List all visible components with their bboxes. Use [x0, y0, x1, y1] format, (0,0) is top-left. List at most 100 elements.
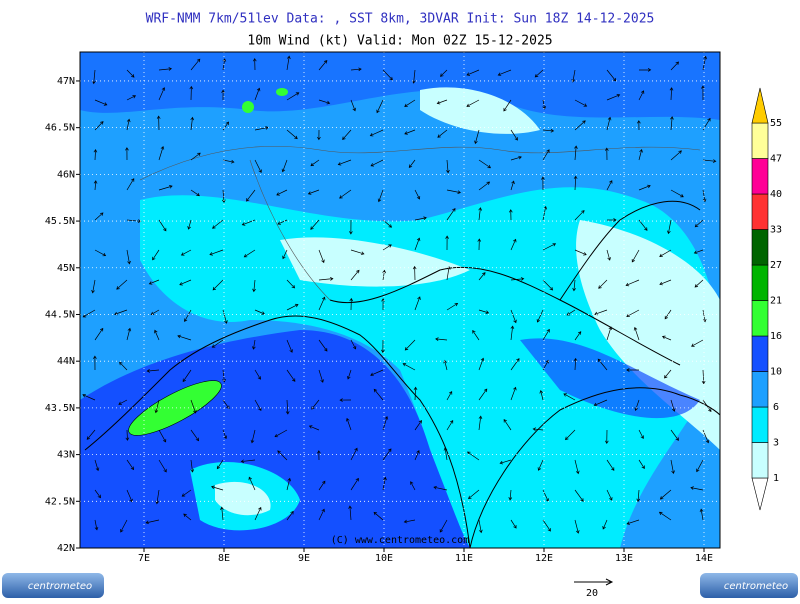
wind-arrow	[542, 279, 554, 291]
wind-arrow	[536, 309, 544, 323]
wind-arrow	[93, 149, 98, 161]
wind-arrow	[414, 216, 427, 221]
wind-arrow	[574, 519, 580, 534]
wind-arrow	[222, 399, 230, 410]
wind-arrow	[499, 459, 512, 465]
wind-arrow	[404, 129, 416, 135]
wind-arrow	[126, 489, 133, 503]
wind-arrow	[606, 116, 612, 131]
colorbar-box	[751, 300, 769, 337]
wind-arrow	[539, 389, 544, 401]
wind-arrow	[342, 129, 352, 141]
wind-arrow	[211, 485, 224, 491]
colorbar-label: 21	[770, 296, 782, 307]
wind-arrow	[254, 159, 262, 174]
wind-arrow	[350, 477, 359, 491]
wind-arrow	[503, 418, 512, 431]
wind-arrow	[350, 447, 358, 461]
wind-arrow	[542, 149, 550, 161]
colorbar-label: 10	[770, 367, 782, 378]
wind-arrow	[606, 180, 613, 191]
wind-arrow	[382, 415, 389, 431]
wind-arrow	[94, 327, 104, 341]
wind-arrow	[376, 99, 384, 114]
wind-arrow	[532, 427, 544, 432]
logo-text: centrometeo	[28, 581, 92, 592]
wind-arrow	[126, 118, 131, 131]
wind-arrow	[94, 459, 100, 472]
wind-arrow	[254, 309, 266, 315]
wind-arrow	[381, 339, 385, 354]
wind-arrow	[404, 99, 416, 107]
colorbar-box	[751, 264, 769, 301]
wind-arrow	[350, 339, 357, 350]
wind-arrow	[478, 207, 483, 221]
wind-arrow	[318, 99, 331, 105]
wind-arrow	[254, 399, 262, 412]
wind-arrow	[414, 419, 422, 431]
wind-arrow	[606, 94, 621, 101]
wind-arrow	[252, 339, 256, 350]
x-tick-label: 9E	[298, 553, 310, 564]
y-tick-label: 44.5N	[45, 309, 75, 320]
wind-arrow	[670, 189, 684, 198]
field-green-small	[242, 101, 254, 113]
wind-arrow	[510, 238, 517, 251]
colorbar-label: 1	[773, 473, 779, 484]
wind-arrow	[119, 361, 128, 371]
wind-arrow	[222, 429, 228, 440]
wind-arrow	[659, 249, 672, 257]
wind-arrow	[307, 189, 320, 195]
wind-arrow	[702, 399, 712, 413]
wind-arrow	[222, 159, 235, 164]
wind-arrow	[670, 61, 680, 71]
wind-arrow	[382, 269, 386, 281]
wind-arrow	[286, 279, 296, 289]
wind-arrow	[148, 279, 160, 285]
wind-arrow	[94, 249, 107, 257]
wind-arrow	[277, 219, 288, 225]
field-light	[280, 237, 470, 287]
wind-arrow	[443, 359, 448, 371]
wind-arrow	[382, 244, 392, 251]
wind-arrow	[510, 180, 515, 191]
wind-arrow	[126, 249, 131, 265]
wind-arrow	[446, 208, 456, 221]
field-sea	[80, 330, 470, 548]
wind-arrow	[661, 335, 672, 341]
wind-arrow	[571, 69, 576, 83]
wind-arrow	[382, 476, 387, 491]
wind-arrow	[350, 269, 360, 281]
wind-arrow	[542, 205, 548, 221]
wind-arrow	[403, 519, 416, 524]
wind-arrow	[574, 459, 580, 475]
wind-arrow	[286, 477, 292, 491]
x-tick-label: 12E	[535, 553, 553, 564]
wind-arrow	[145, 519, 160, 525]
wind-arrow	[410, 481, 416, 491]
wind-arrow	[94, 212, 104, 221]
wind-arrow	[190, 399, 197, 414]
wind-arrow	[510, 129, 518, 141]
wind-arrow	[606, 459, 615, 471]
wind-arrow	[369, 129, 384, 137]
wind-arrow	[94, 121, 104, 131]
wind-arrow	[478, 309, 490, 314]
wind-arrow	[94, 519, 99, 531]
wind-arrow	[468, 489, 480, 500]
logo-badge	[700, 573, 798, 598]
colorbar-label: 47	[770, 154, 782, 165]
wind-arrow	[478, 357, 485, 371]
wind-arrow	[574, 145, 578, 161]
wind-arrow	[212, 219, 224, 229]
wind-arrow	[478, 159, 492, 169]
wind-arrow	[437, 129, 448, 138]
wind-arrow	[670, 459, 675, 475]
y-tick-label: 43N	[57, 450, 75, 461]
wind-arrow	[248, 476, 256, 491]
credit: (C) www.centrometeo.com	[331, 535, 469, 546]
wind-arrow	[670, 399, 676, 412]
wind-arrow	[466, 99, 480, 107]
wind-arrow	[510, 358, 520, 371]
field-light-north	[420, 87, 540, 134]
